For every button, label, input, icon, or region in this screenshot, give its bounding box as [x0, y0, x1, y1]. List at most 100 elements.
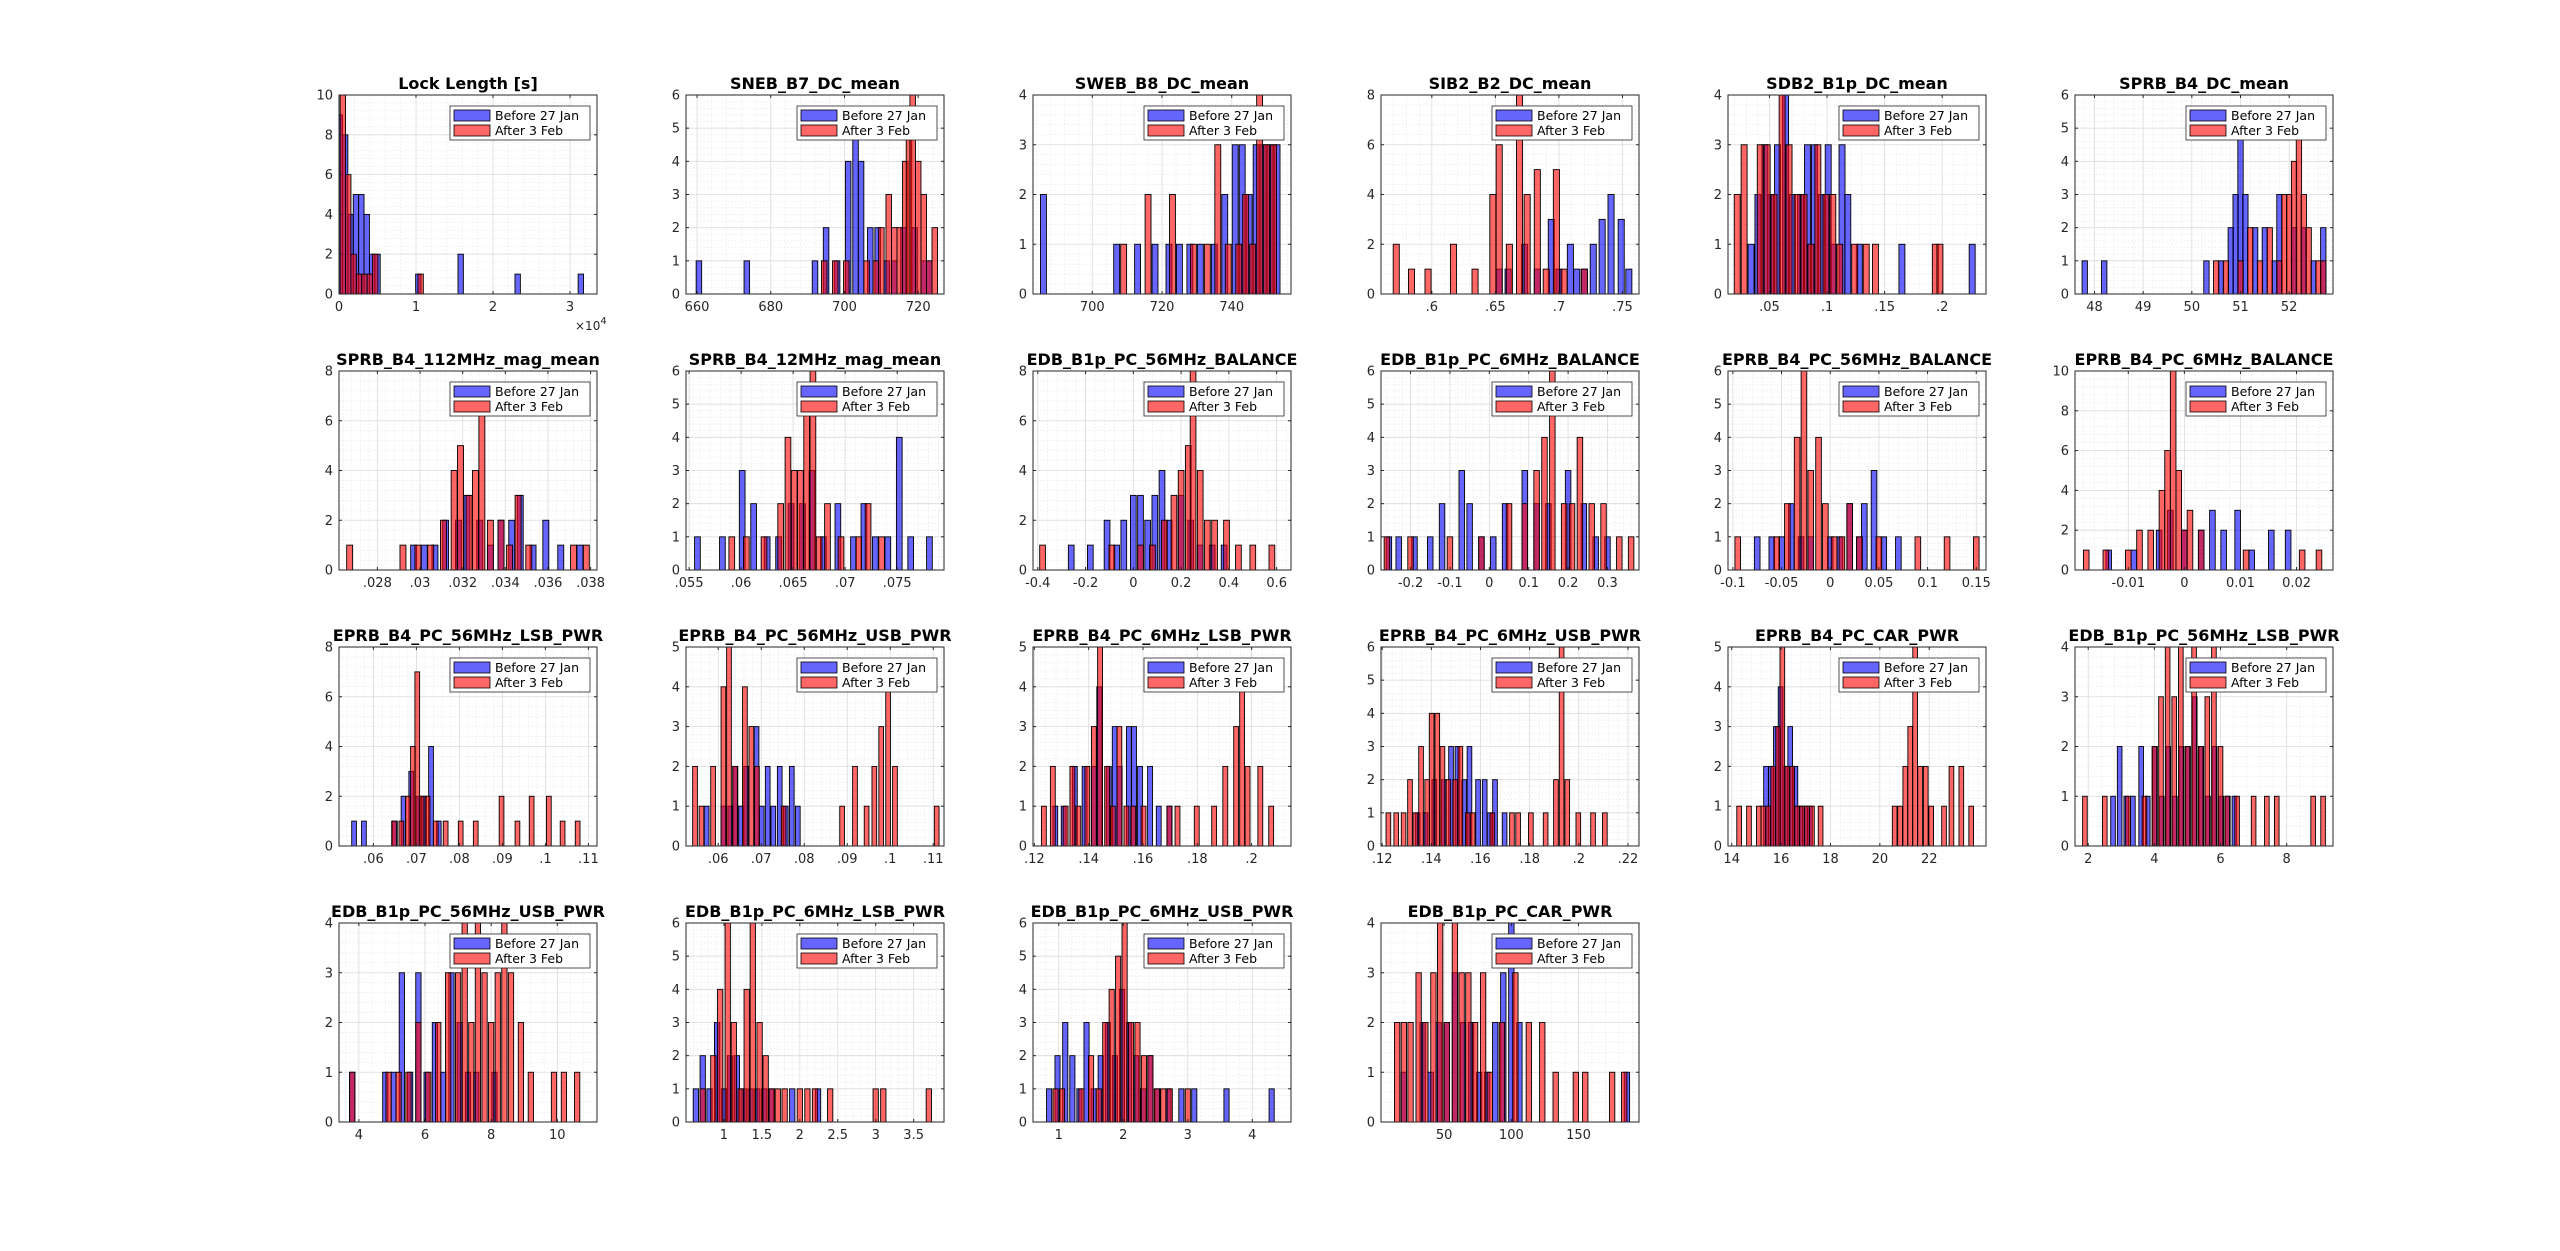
after-bar: [1424, 268, 1432, 294]
before-bar: [1566, 243, 1574, 294]
legend-swatch-before: [1495, 385, 1533, 398]
before-bar: [2220, 529, 2227, 570]
after-bar: [457, 820, 464, 846]
after-bar: [784, 436, 792, 570]
after-bar: [710, 765, 716, 846]
x-tick-label: 4: [2150, 852, 2158, 867]
legend-swatch-before: [2189, 661, 2227, 674]
before-bar: [872, 536, 879, 570]
before-bar: [758, 805, 765, 846]
axes-box: [338, 94, 598, 295]
subplot-title: EDB_B1p_PC_6MHz_USB_PWR: [1031, 902, 1294, 921]
before-bar: [1395, 536, 1402, 570]
y-tick-label: 1: [2061, 790, 2069, 805]
before-bar: [1968, 243, 1976, 294]
after-bar: [574, 1071, 581, 1122]
after-bar: [796, 1088, 803, 1122]
after-bar: [1052, 1088, 1059, 1122]
subplot-title: EDB_B1p_PC_56MHz_USB_PWR: [331, 902, 605, 921]
y-tick-label: 0: [1714, 564, 1722, 579]
x-tick-label: 680: [758, 300, 783, 315]
x-tick-label: 1: [1055, 1128, 1063, 1143]
after-bar: [1928, 805, 1934, 846]
y-tick-label: 3: [672, 720, 680, 735]
after-bar: [1541, 436, 1548, 570]
after-bar: [1088, 1055, 1095, 1122]
after-bar: [1856, 536, 1863, 570]
subplot-title: EDB_B1p_PC_6MHz_LSB_PWR: [685, 902, 945, 921]
after-bar: [1800, 371, 1808, 570]
after-bar: [2136, 529, 2143, 570]
x-tick-label: 2: [796, 1128, 804, 1143]
legend-swatch-after: [1495, 400, 1533, 413]
x-tick-label: .036: [533, 576, 562, 591]
before-bar: [420, 544, 428, 570]
subplot-title: EPRB_B4_PC_6MHz_BALANCE: [2075, 350, 2334, 369]
after-bar: [1733, 194, 1741, 294]
subplot-21: 1 2 3 4 0 1 2 3 4 5 6 EDB_B1p_PC_6MHz_USB_PWR Before…: [1019, 902, 1294, 1143]
after-bar: [1069, 765, 1076, 846]
after-bar: [914, 160, 922, 294]
before-bar: [2081, 260, 2088, 294]
x-tick-label: 6: [2216, 852, 2224, 867]
after-bar: [2237, 260, 2244, 294]
before-bar: [743, 260, 751, 294]
after-bar: [1242, 194, 1250, 294]
grid: [2075, 370, 2333, 571]
before-bar: [764, 765, 771, 846]
after-bar: [2224, 795, 2230, 846]
legend-label-before: Before 27 Jan: [1884, 108, 1968, 123]
before-bar: [1501, 812, 1508, 846]
y-tick-label: 2: [672, 221, 680, 236]
after-bar: [1430, 972, 1437, 1122]
after-bar: [1495, 144, 1503, 294]
after-bar: [486, 519, 494, 570]
legend-swatch-before: [800, 937, 838, 950]
after-bar: [1533, 470, 1540, 570]
y-tick-label: 8: [1019, 365, 1027, 380]
legend-swatch-before: [1147, 937, 1185, 950]
after-bar: [1794, 805, 1800, 846]
y-tick-label: 5: [1714, 641, 1722, 656]
x-tick-label: .08: [794, 852, 815, 867]
y-tick-label: 0: [1714, 840, 1722, 855]
before-bar: [1438, 503, 1446, 570]
after-bar: [863, 260, 870, 294]
after-bar: [582, 544, 590, 570]
after-bar: [728, 536, 736, 570]
before-bar: [2284, 529, 2292, 570]
y-tick-label: 0: [325, 288, 333, 303]
y-tick-label: 8: [325, 128, 333, 143]
y-tick-label: 1: [672, 1082, 680, 1097]
after-bar: [1479, 972, 1487, 1122]
after-bar: [1829, 194, 1837, 294]
y-tick-label: 0: [2061, 288, 2069, 303]
y-tick-label: 5: [1019, 950, 1027, 965]
after-bar: [1756, 805, 1762, 846]
before-bar: [2268, 529, 2275, 570]
y-tick-label: 6: [2061, 89, 2069, 104]
bars: [692, 923, 932, 1122]
after-bar: [1875, 536, 1883, 570]
after-bar: [1123, 805, 1130, 846]
after-bar: [1075, 805, 1082, 846]
y-tick-label: 8: [2061, 404, 2069, 419]
x-tick-label: .032: [448, 576, 477, 591]
before-bar: [1046, 1088, 1053, 1122]
before-bar: [1625, 268, 1633, 294]
after-bar: [1560, 268, 1568, 294]
after-bar: [2264, 795, 2270, 846]
after-bar: [1449, 243, 1457, 294]
x-tick-label: .07: [751, 852, 772, 867]
before-bar: [719, 536, 726, 570]
y-tick-label: 2: [1367, 497, 1375, 512]
after-bar: [2175, 470, 2183, 570]
after-bar: [1464, 812, 1471, 846]
after-bar: [1177, 470, 1185, 570]
bars: [346, 395, 590, 570]
y-tick-label: 6: [672, 365, 680, 380]
after-bar: [1778, 95, 1786, 294]
